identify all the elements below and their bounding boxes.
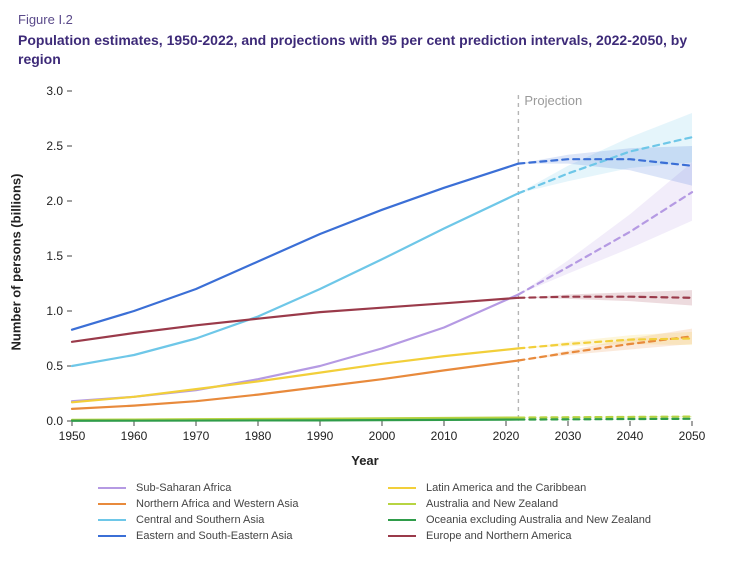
legend-item-oceania_other: Oceania excluding Australia and New Zeal… xyxy=(388,514,728,526)
x-tick-label: 2050 xyxy=(679,429,706,443)
legend-item-east_se_asia: Eastern and South-Eastern Asia xyxy=(98,530,378,542)
legend-label: Europe and Northern America xyxy=(426,530,572,542)
legend-label: Eastern and South-Eastern Asia xyxy=(136,530,293,542)
legend-item-lac: Latin America and the Caribbean xyxy=(388,482,728,494)
x-tick-label: 1970 xyxy=(183,429,210,443)
legend-item-north_africa_west_asia: Northern Africa and Western Asia xyxy=(98,498,378,510)
y-tick-label: 3.0 xyxy=(46,84,63,98)
legend-label: Oceania excluding Australia and New Zeal… xyxy=(426,514,651,526)
legend-item-central_southern_asia: Central and Southern Asia xyxy=(98,514,378,526)
legend-swatch xyxy=(388,535,416,537)
x-tick-label: 1990 xyxy=(307,429,334,443)
legend-swatch xyxy=(98,503,126,505)
x-tick-label: 1980 xyxy=(245,429,272,443)
y-tick-label: 1.0 xyxy=(46,304,63,318)
legend-label: Northern Africa and Western Asia xyxy=(136,498,298,510)
legend-label: Australia and New Zealand xyxy=(426,498,558,510)
legend-swatch xyxy=(98,519,126,521)
legend-swatch xyxy=(388,503,416,505)
legend-label: Central and Southern Asia xyxy=(136,514,264,526)
x-tick-label: 2000 xyxy=(369,429,396,443)
chart-svg: Projection 0.0 0.5 1.0 1.5 2.0 2.5 3.0 1950 1960 1… xyxy=(18,77,712,447)
series-hist-europe_na xyxy=(72,298,518,342)
figure-title: Population estimates, 1950-2022, and pro… xyxy=(18,31,698,69)
y-axis-label: Number of persons (billions) xyxy=(9,173,24,350)
series-hist-central_southern_asia xyxy=(72,193,518,366)
series-hist-oceania_other xyxy=(72,419,518,420)
x-tick-label: 2040 xyxy=(617,429,644,443)
chart-area: Number of persons (billions) Projection0… xyxy=(18,77,712,447)
projection-label: Projection xyxy=(524,93,582,108)
legend-swatch xyxy=(98,535,126,537)
x-tick-label: 2030 xyxy=(555,429,582,443)
series-hist-east_se_asia xyxy=(72,163,518,329)
x-tick-label: 2020 xyxy=(493,429,520,443)
figure-label: Figure I.2 xyxy=(18,12,712,27)
y-tick-label: 0.5 xyxy=(46,359,63,373)
series-hist-north_africa_west_asia xyxy=(72,360,518,408)
series-hist-lac xyxy=(72,348,518,402)
y-tick-label: 1.5 xyxy=(46,249,63,263)
x-tick-label: 1950 xyxy=(59,429,86,443)
x-tick-label: 2010 xyxy=(431,429,458,443)
y-tick-label: 2.0 xyxy=(46,194,63,208)
x-axis-label: Year xyxy=(18,453,712,468)
legend-label: Latin America and the Caribbean xyxy=(426,482,586,494)
y-tick-label: 2.5 xyxy=(46,139,63,153)
legend-item-aus_nz: Australia and New Zealand xyxy=(388,498,728,510)
legend-swatch xyxy=(98,487,126,489)
legend-item-sub_saharan_africa: Sub-Saharan Africa xyxy=(98,482,378,494)
y-tick-label: 0.0 xyxy=(46,414,63,428)
legend-item-europe_na: Europe and Northern America xyxy=(388,530,728,542)
legend-swatch xyxy=(388,487,416,489)
series-hist-sub_saharan_africa xyxy=(72,294,518,401)
legend: Sub-Saharan Africa Latin America and the … xyxy=(98,482,712,542)
legend-label: Sub-Saharan Africa xyxy=(136,482,231,494)
x-tick-label: 1960 xyxy=(121,429,148,443)
legend-swatch xyxy=(388,519,416,521)
figure-container: Figure I.2 Population estimates, 1950-20… xyxy=(0,0,730,577)
